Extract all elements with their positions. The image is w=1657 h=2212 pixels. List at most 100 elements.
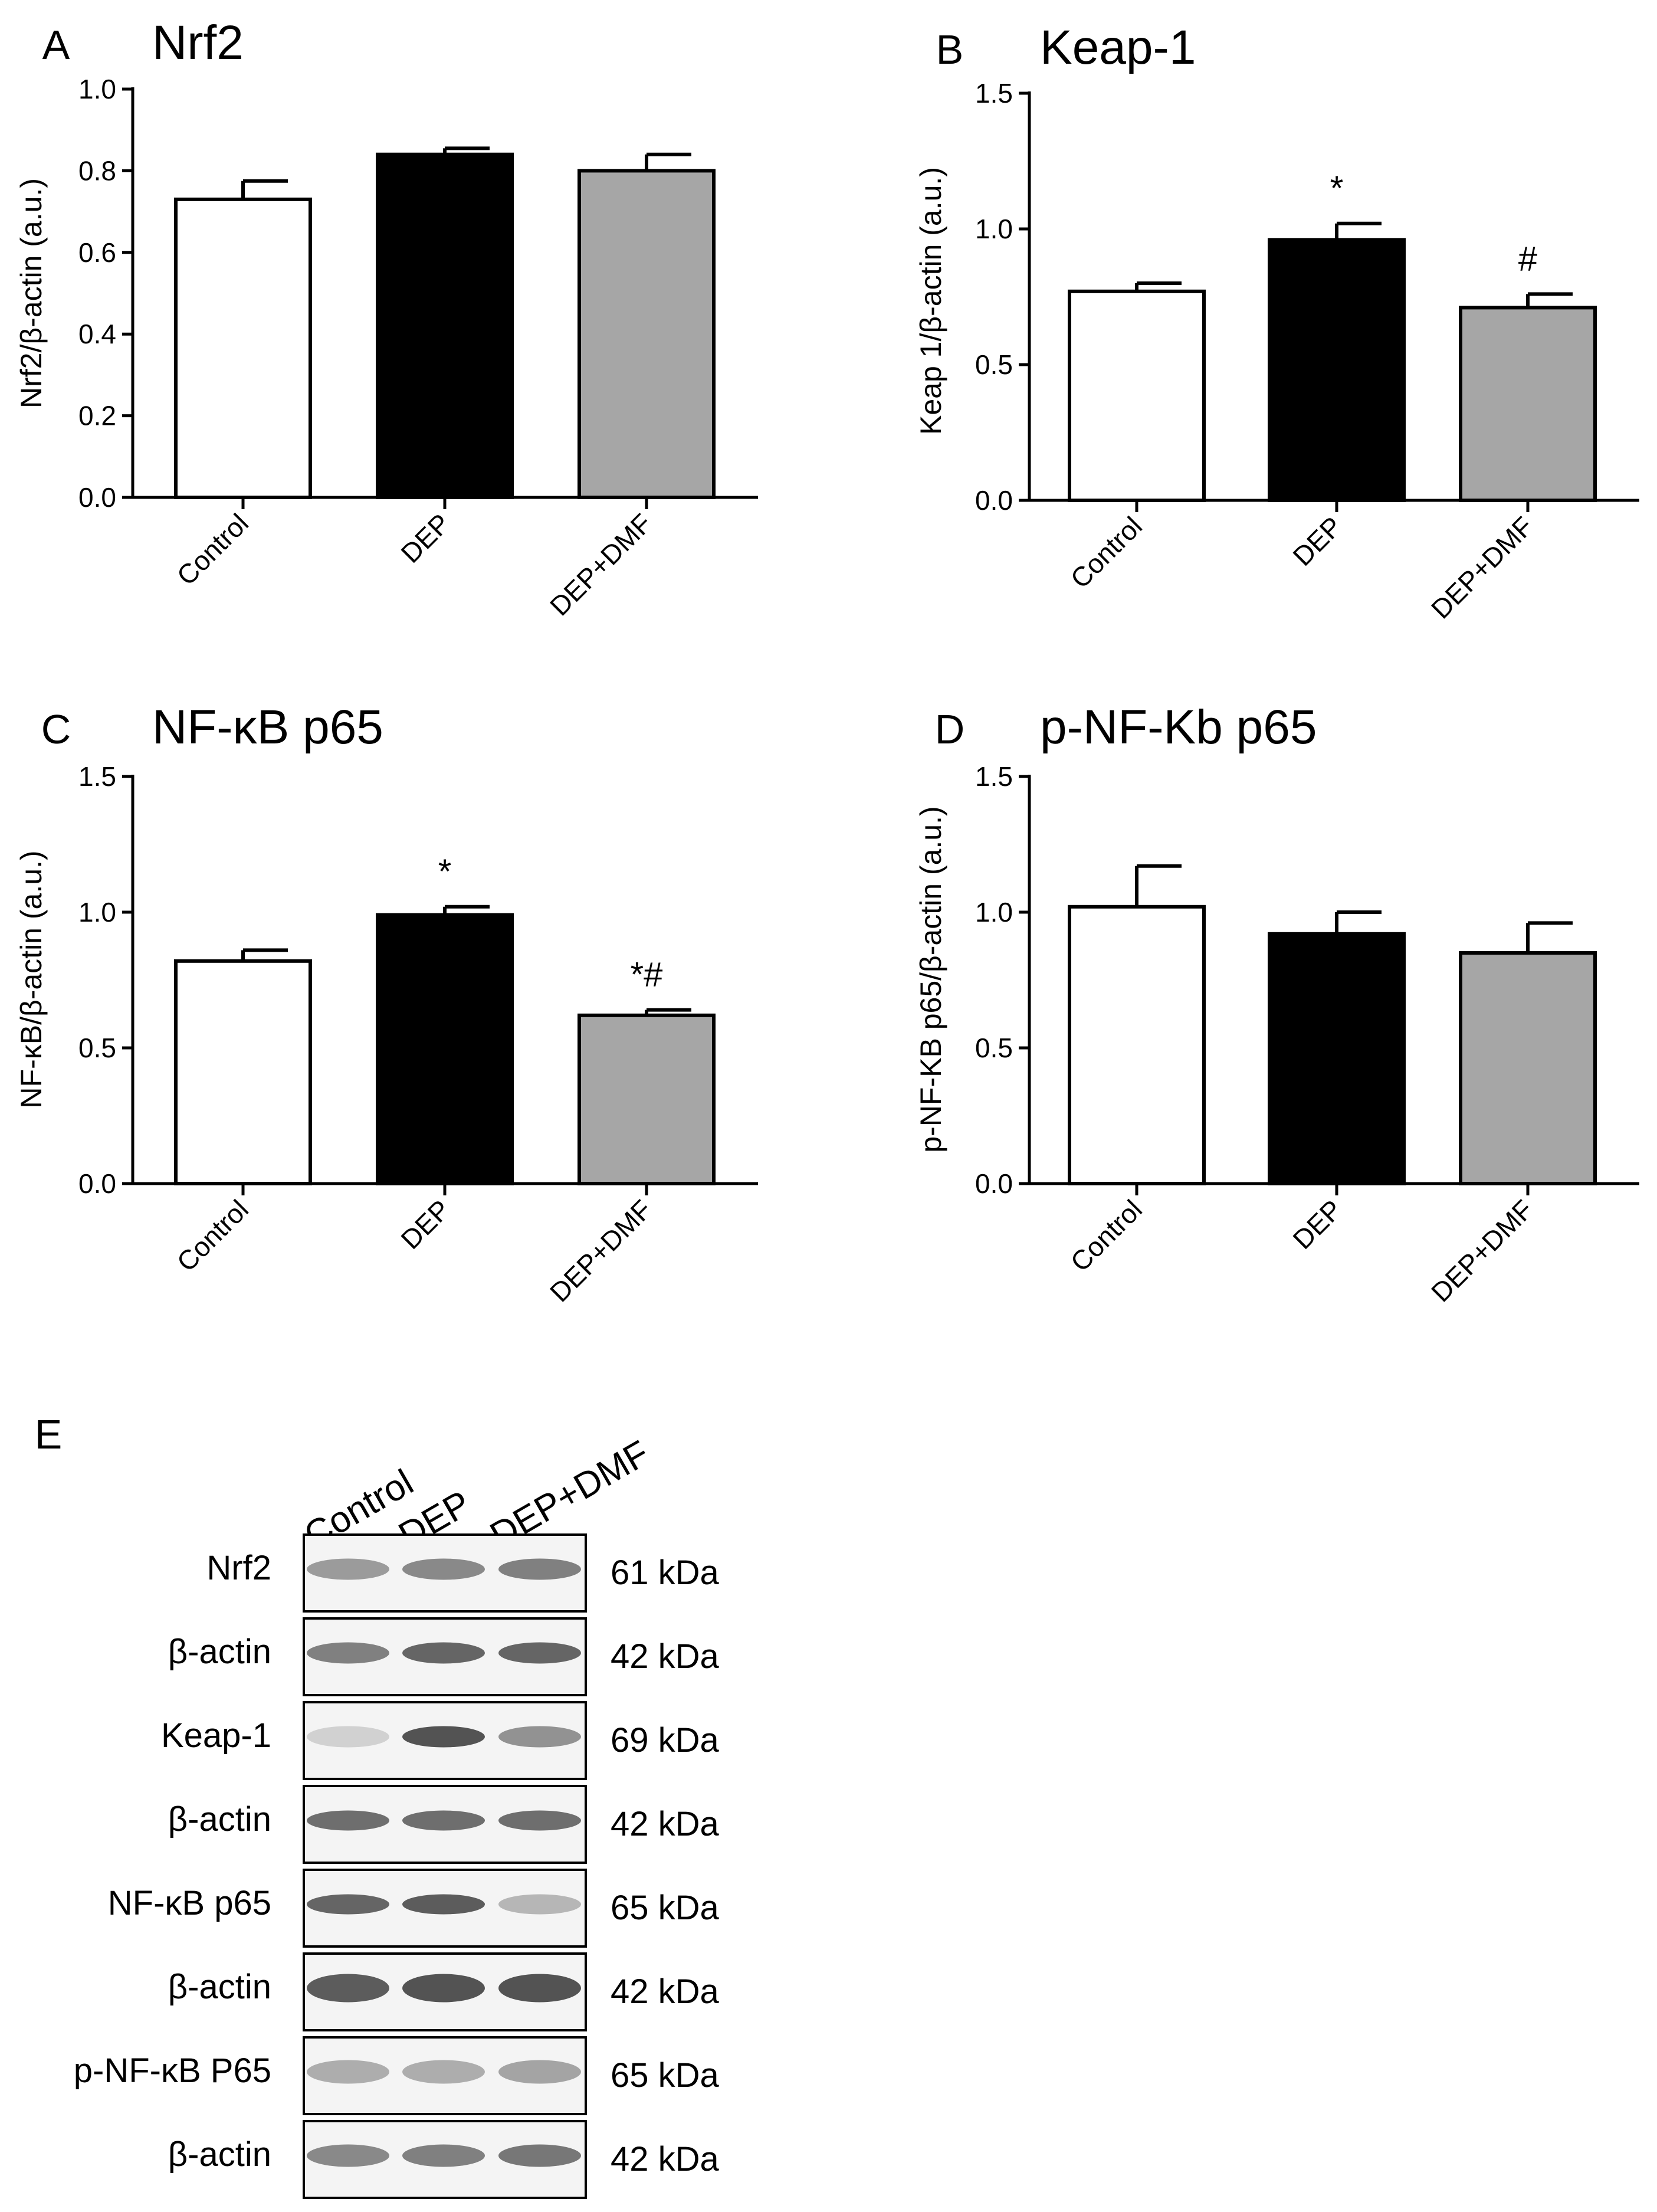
y-tick-label: 0.5 bbox=[975, 1033, 1013, 1063]
y-tick-label: 1.5 bbox=[78, 761, 116, 792]
molecular-weight-label: 42 kDa bbox=[611, 2140, 720, 2178]
blot-band bbox=[498, 1974, 581, 2003]
molecular-weight-label: 42 kDa bbox=[611, 1637, 720, 1676]
y-tick-label: 1.0 bbox=[975, 214, 1013, 244]
x-tick-label: DEP+DMF bbox=[1425, 510, 1539, 624]
bar-dep-dmf bbox=[578, 169, 716, 499]
bar-dep-dmf bbox=[1459, 951, 1597, 1185]
bar-dep-dmf bbox=[578, 1013, 716, 1186]
chart-panel-c: C NF-κB p65 NF-κB/β-actin (a.u.) 0.0 0.5 1.0 1… bbox=[15, 700, 758, 1307]
blot-row: p-NF-κB P65 65 kDa bbox=[74, 2036, 720, 2115]
blot-band bbox=[402, 1974, 485, 2003]
blot-band bbox=[307, 1974, 389, 2003]
y-tick-label: 0.5 bbox=[78, 1033, 116, 1063]
x-tick-label: DEP+DMF bbox=[544, 1194, 658, 1307]
significance-marker: * bbox=[438, 853, 452, 891]
protein-label: Nrf2 bbox=[206, 1549, 271, 1587]
protein-label: Keap-1 bbox=[161, 1716, 271, 1755]
chart-title: p-NF-Kb p65 bbox=[1040, 700, 1317, 754]
blot-band bbox=[307, 1894, 389, 1915]
blot-band bbox=[498, 2060, 581, 2084]
bar-dep bbox=[1268, 238, 1406, 502]
blot-band bbox=[498, 1810, 581, 1831]
blot-row: β-actin 42 kDa bbox=[168, 1952, 720, 2031]
y-tick-label: 1.5 bbox=[975, 78, 1013, 109]
x-tick-label: DEP bbox=[1287, 1194, 1348, 1255]
bar-control bbox=[1068, 289, 1206, 502]
blot-band bbox=[402, 1726, 485, 1748]
x-tick-label: Control bbox=[170, 1194, 254, 1277]
blot-band bbox=[307, 1810, 389, 1831]
x-tick-label: DEP+DMF bbox=[544, 507, 658, 621]
significance-marker: *# bbox=[631, 956, 663, 994]
blot-band bbox=[307, 1726, 389, 1748]
x-tick-label: DEP bbox=[395, 1194, 456, 1255]
blot-band bbox=[402, 2060, 485, 2084]
protein-label: p-NF-κB P65 bbox=[74, 2052, 271, 2090]
y-axis-label: Keap 1/β-actin (a.u.) bbox=[914, 167, 947, 435]
panel-label: C bbox=[41, 706, 71, 752]
blot-row: Keap-1 69 kDa bbox=[161, 1701, 720, 1780]
y-tick-label: 1.0 bbox=[78, 74, 116, 104]
blot-band bbox=[498, 1894, 581, 1915]
protein-label: β-actin bbox=[168, 1633, 271, 1671]
chart-title: NF-κB p65 bbox=[152, 700, 383, 754]
y-tick-label: 0.4 bbox=[78, 319, 116, 349]
y-tick-label: 1.0 bbox=[975, 897, 1013, 928]
molecular-weight-label: 42 kDa bbox=[611, 1972, 720, 2011]
y-tick-label: 0.0 bbox=[975, 1168, 1013, 1199]
molecular-weight-label: 65 kDa bbox=[611, 2056, 720, 2095]
protein-label: NF-κB p65 bbox=[108, 1884, 271, 1922]
y-axis-label: Nrf2/β-actin (a.u.) bbox=[15, 178, 48, 408]
blot-row: β-actin 42 kDa bbox=[168, 1617, 720, 1696]
blot-band bbox=[498, 1558, 581, 1580]
bar-dep bbox=[376, 152, 514, 500]
y-tick-label: 0.0 bbox=[975, 485, 1013, 516]
y-tick-label: 1.0 bbox=[78, 897, 116, 928]
blot-band bbox=[307, 2144, 389, 2167]
chart-title: Keap-1 bbox=[1040, 21, 1196, 74]
bar-dep bbox=[1268, 932, 1406, 1186]
protein-label: β-actin bbox=[168, 1800, 271, 1839]
y-tick-label: 1.5 bbox=[975, 761, 1013, 792]
x-tick-label: DEP bbox=[1287, 510, 1348, 572]
bar-control bbox=[174, 197, 312, 499]
protein-label: β-actin bbox=[168, 1968, 271, 2006]
blot-band bbox=[307, 1642, 389, 1664]
y-tick-label: 0.2 bbox=[78, 401, 116, 431]
blot-band bbox=[498, 2144, 581, 2167]
blot-row: β-actin 42 kDa bbox=[168, 1785, 720, 1864]
blot-row: NF-κB p65 65 kDa bbox=[108, 1869, 720, 1948]
y-axis-label: p-NF-KB p65/β-actin (a.u.) bbox=[914, 806, 947, 1152]
blot-band bbox=[498, 1642, 581, 1664]
x-tick-label: DEP bbox=[395, 507, 456, 569]
x-tick-label: Control bbox=[1064, 510, 1148, 594]
y-axis-label: NF-κB/β-actin (a.u.) bbox=[15, 850, 48, 1108]
chart-title: Nrf2 bbox=[152, 16, 244, 70]
x-tick-label: Control bbox=[170, 507, 254, 591]
blot-band bbox=[402, 1894, 485, 1915]
blot-band bbox=[307, 2060, 389, 2084]
panel-label: E bbox=[35, 1411, 63, 1457]
bar-dep-dmf bbox=[1459, 306, 1597, 503]
y-tick-label: 0.0 bbox=[78, 482, 116, 513]
chart-panel-a: A Nrf2 Nrf2/β-actin (a.u.) 0.0 0.2 0.4 0.6 0.8 1… bbox=[15, 16, 758, 621]
y-tick-label: 0.8 bbox=[78, 155, 116, 186]
y-tick-label: 0.5 bbox=[975, 349, 1013, 380]
bar-control bbox=[1068, 905, 1206, 1186]
bar-dep bbox=[376, 913, 514, 1185]
blot-row: β-actin 42 kDa bbox=[168, 2120, 720, 2199]
panel-label: D bbox=[935, 706, 965, 752]
blot-band bbox=[498, 1726, 581, 1748]
significance-marker: # bbox=[1518, 240, 1537, 278]
blot-band bbox=[402, 1558, 485, 1580]
blot-band bbox=[402, 2144, 485, 2167]
molecular-weight-label: 69 kDa bbox=[611, 1721, 720, 1759]
molecular-weight-label: 61 kDa bbox=[611, 1554, 720, 1592]
blot-band bbox=[402, 1810, 485, 1831]
x-tick-label: DEP+DMF bbox=[1425, 1194, 1539, 1307]
blot-band bbox=[402, 1642, 485, 1664]
panel-label: B bbox=[936, 27, 964, 73]
